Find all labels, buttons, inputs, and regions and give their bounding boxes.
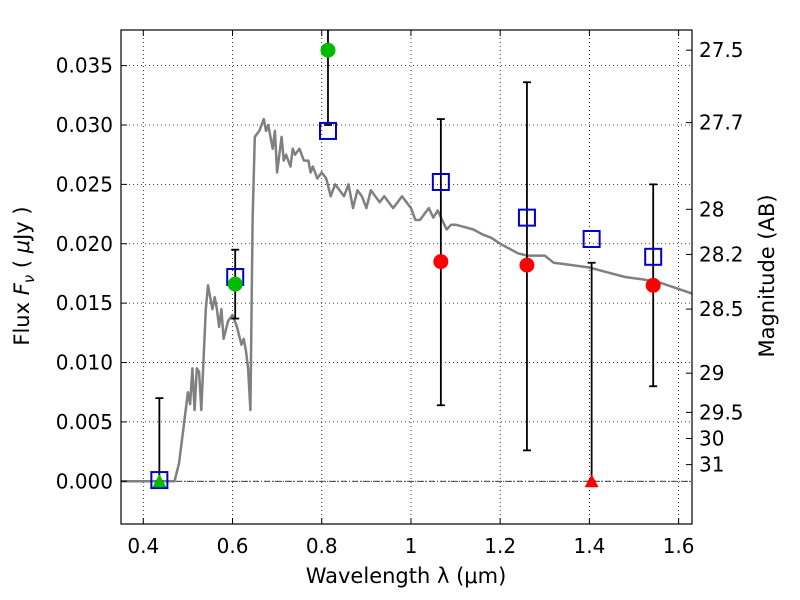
y-tick-label: 0.005 bbox=[56, 410, 113, 434]
y-tick-label: 0.010 bbox=[56, 351, 113, 375]
y2-tick-label: 29.5 bbox=[699, 400, 744, 424]
y2-tick-label: 31 bbox=[699, 453, 724, 477]
filled-circle-marker bbox=[433, 254, 449, 270]
open-square-marker bbox=[431, 173, 450, 191]
marker-layer bbox=[150, 42, 663, 490]
filled-circle-marker bbox=[645, 277, 661, 293]
y2-axis-label: Magnitude (AB) bbox=[755, 194, 779, 357]
y-tick-label: 0.000 bbox=[56, 469, 113, 493]
x-tick-label: 1 bbox=[405, 534, 418, 558]
x-tick-label: 1.2 bbox=[484, 534, 516, 558]
y2-tick-label: 28.2 bbox=[699, 242, 744, 266]
x-tick-label: 0.4 bbox=[127, 534, 159, 558]
y-tick-label: 0.025 bbox=[56, 172, 113, 196]
y2-tick-label: 28 bbox=[699, 197, 724, 221]
y2-tick-label: 27.7 bbox=[699, 111, 744, 135]
filled-circle-marker bbox=[519, 257, 535, 273]
y2-tick-label: 27.5 bbox=[699, 38, 744, 62]
filled-circle-marker bbox=[320, 42, 336, 58]
open-square-marker bbox=[318, 121, 337, 140]
x-tick-label: 1.4 bbox=[573, 534, 605, 558]
triangle-marker bbox=[584, 474, 599, 488]
open-square-marker bbox=[582, 230, 601, 248]
y2-tick-label: 28.5 bbox=[699, 297, 744, 321]
x-axis-label: Wavelength λ (μm) bbox=[306, 564, 507, 588]
open-square-marker bbox=[517, 208, 536, 227]
y2-tick-label: 29 bbox=[699, 361, 724, 385]
triangle-marker bbox=[152, 474, 167, 488]
y-axis-label: Flux Fν ( μJy ) bbox=[10, 206, 38, 345]
x-ticks: 0.4 0.6 0.8 1 1.2 1.4 1.6 bbox=[127, 30, 695, 558]
y-tick-label: 0.015 bbox=[56, 291, 113, 315]
model-spectrum-line bbox=[121, 117, 693, 483]
x-tick-label: 0.8 bbox=[306, 534, 338, 558]
model-spectrum-layer bbox=[121, 117, 693, 483]
y-tick-label: 0.035 bbox=[56, 54, 113, 78]
filled-circle-marker bbox=[227, 276, 243, 292]
plot-frame bbox=[120, 29, 693, 525]
x-tick-label: 0.6 bbox=[217, 534, 249, 558]
x-tick-label: 1.6 bbox=[663, 534, 695, 558]
open-square-marker bbox=[644, 247, 663, 266]
y2-tick-label: 30 bbox=[699, 427, 724, 451]
y-tick-label: 0.020 bbox=[56, 232, 113, 256]
y-tick-label: 0.030 bbox=[56, 113, 113, 137]
y-ticks: 0.000 0.005 0.010 0.015 0.020 0.025 0.030 0.035 bbox=[56, 54, 127, 493]
open-square-marker bbox=[150, 471, 169, 490]
